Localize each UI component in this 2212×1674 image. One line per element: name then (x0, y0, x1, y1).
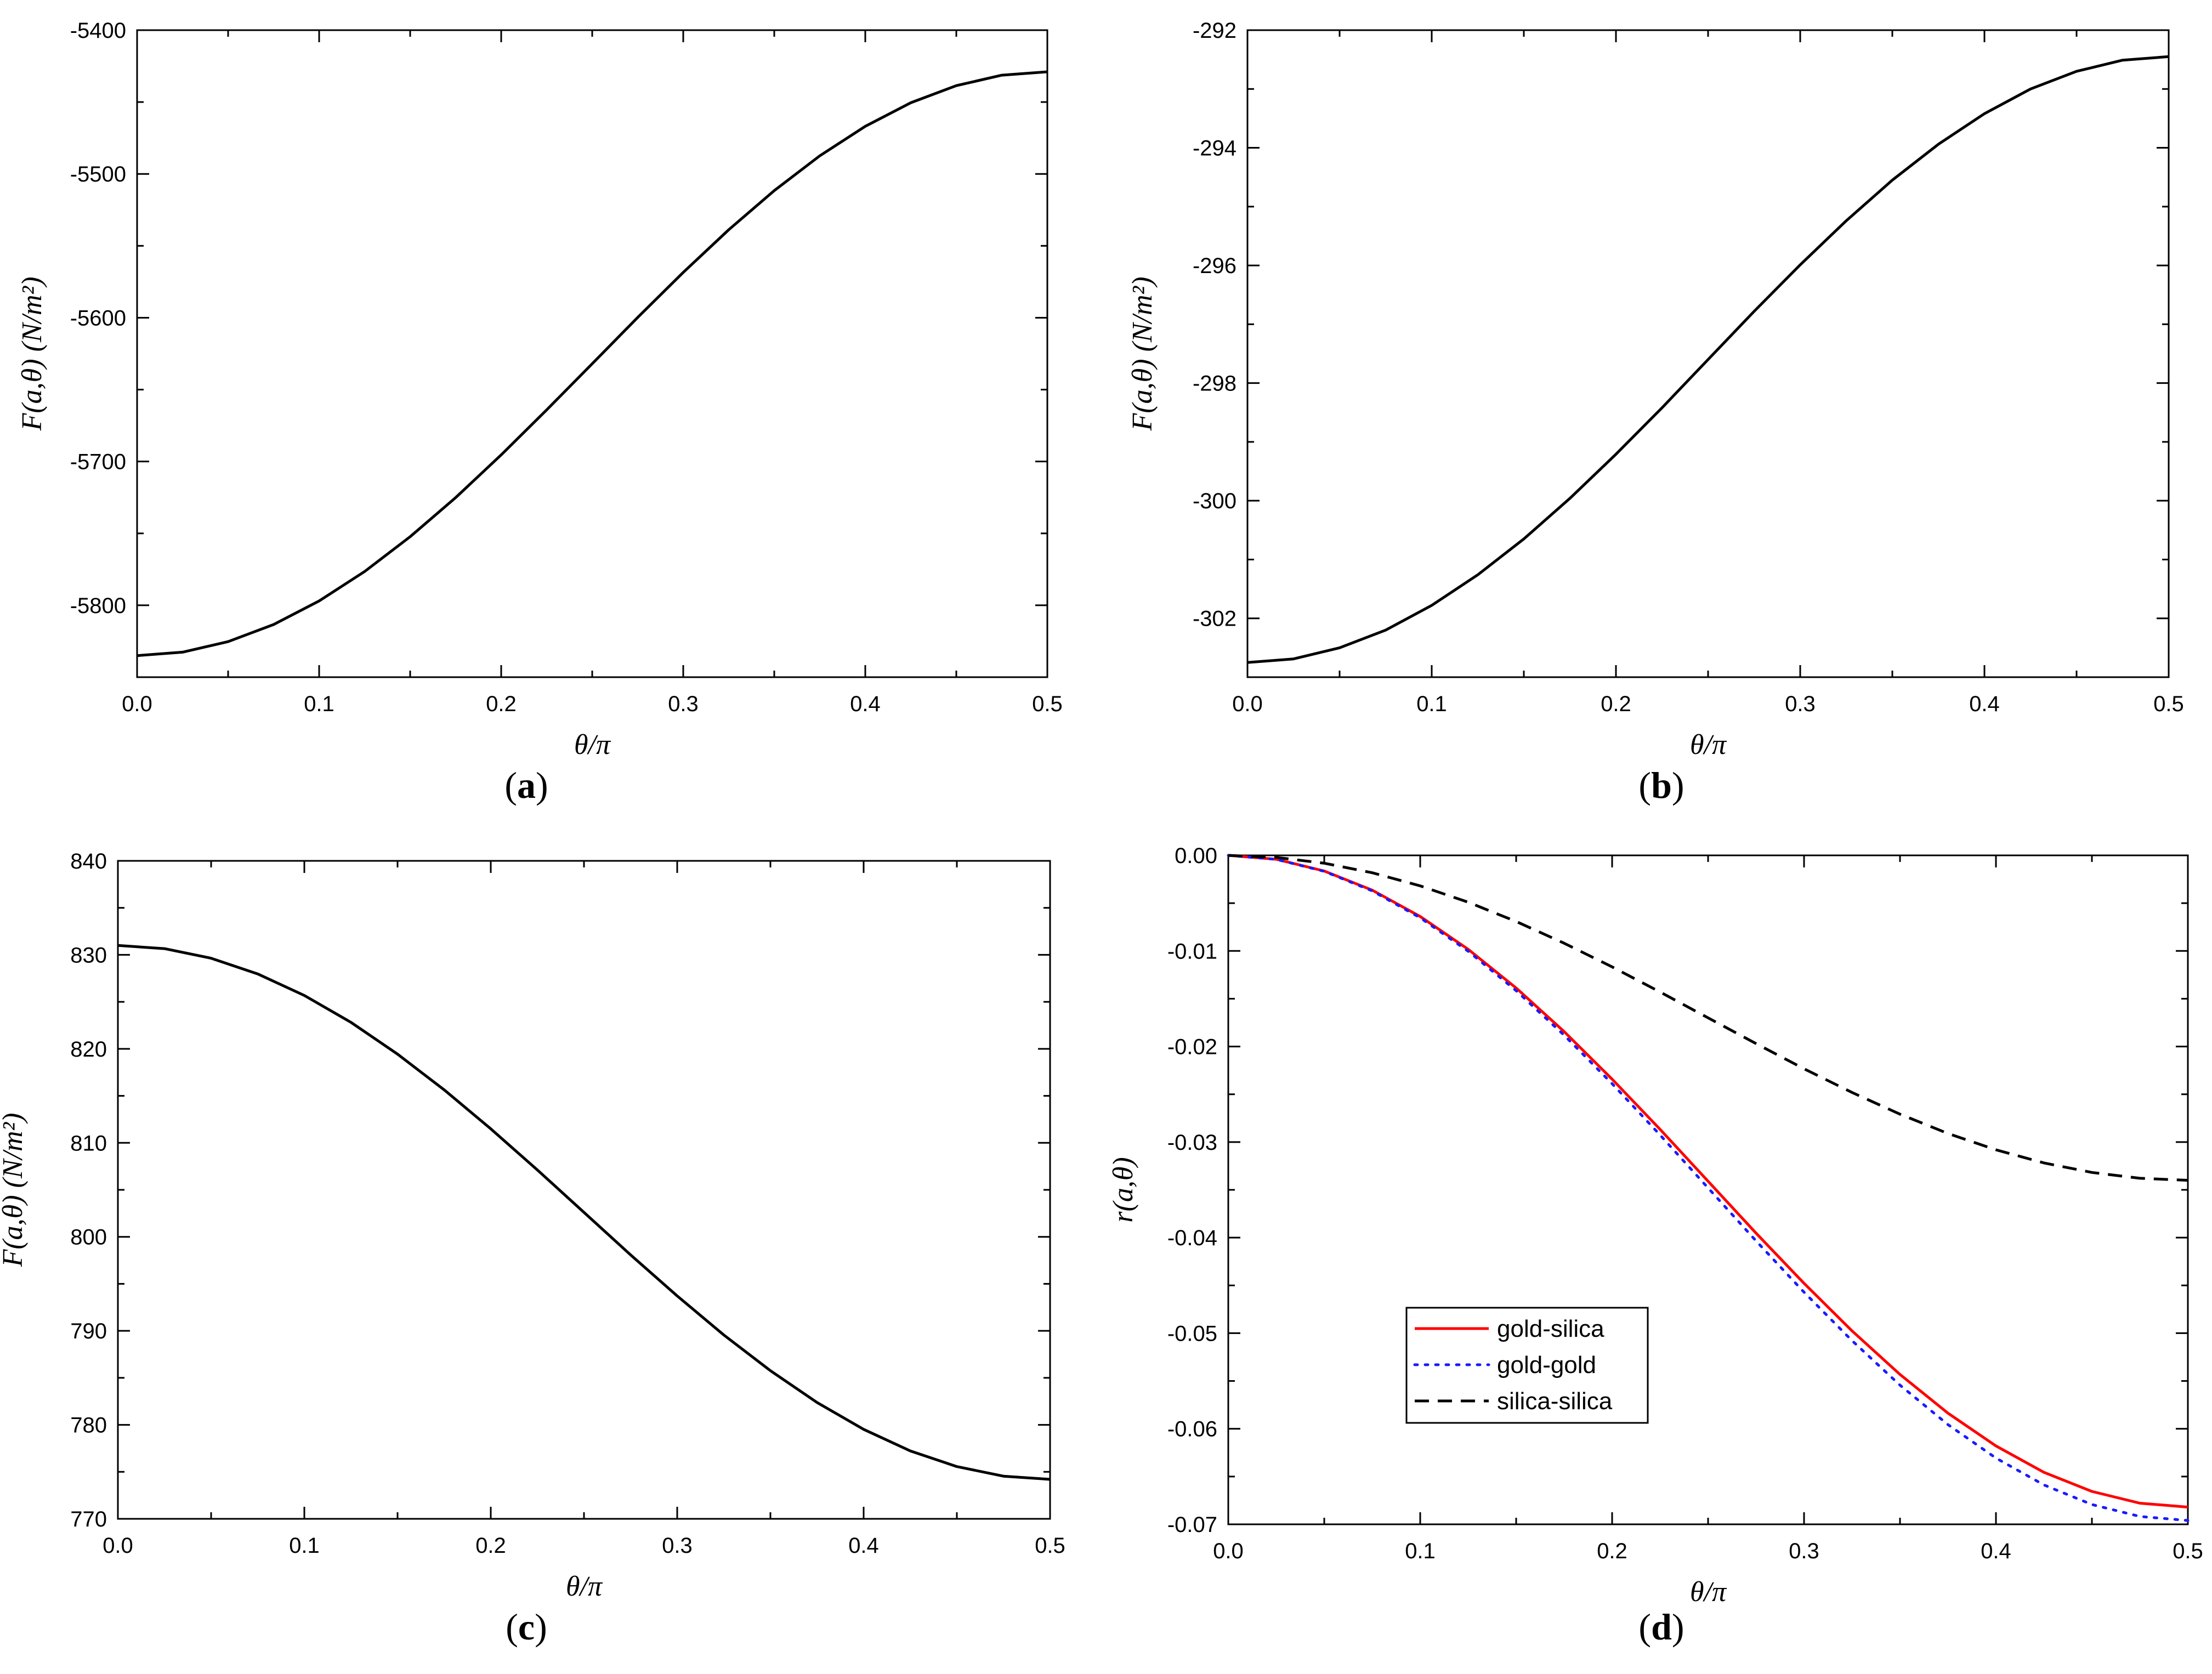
caption-letter: a (517, 764, 536, 806)
y-tick-label: -5800 (70, 594, 126, 618)
x-tick-label: 0.2 (486, 692, 517, 716)
y-tick-label: 810 (70, 1131, 107, 1155)
y-axis-title: F(a,θ) (N/m²) (1127, 277, 1158, 432)
y-tick-label: -0.07 (1167, 1513, 1217, 1537)
y-tick-label: -292 (1193, 19, 1237, 43)
legend-label: silica-silica (1497, 1388, 1613, 1415)
y-tick-label: -298 (1193, 372, 1237, 396)
y-tick-label: 830 (70, 943, 107, 967)
x-tick-label: 0.3 (668, 692, 699, 716)
chart-panel-d: 0.0 0.1 0.2 0.3 0.4 0.5 0.00 -0.01 -0.02 -0.03 -0.… (1108, 844, 2203, 1648)
y-tick-label: 840 (70, 849, 107, 873)
x-axis-title: θ/π (566, 1571, 603, 1602)
series-line-f (117, 944, 1051, 1481)
x-tick-label: 0.5 (2173, 1539, 2203, 1563)
y-tick-label: -0.03 (1167, 1131, 1217, 1155)
y-tick-label: -0.06 (1167, 1417, 1217, 1442)
series-line-f (1247, 55, 2169, 664)
legend-label: gold-gold (1497, 1352, 1596, 1378)
caption-paren: ) (536, 764, 548, 806)
x-tick-label: 0.4 (848, 1534, 879, 1558)
x-tick-label: 0.1 (304, 692, 334, 716)
x-tick-label: 0.1 (1405, 1539, 1436, 1563)
x-tick-label: 0.0 (103, 1534, 133, 1558)
y-tick-label: -300 (1193, 489, 1237, 513)
chart-panel-c: 0.0 0.1 0.2 0.3 0.4 0.5 840 830 820 810 800 790 780 7… (0, 849, 1065, 1648)
y-tick-label: -302 (1193, 607, 1237, 631)
x-tick-label: 0.0 (1213, 1539, 1244, 1563)
y-tick-label: -5500 (70, 162, 126, 186)
x-tick-label: 0.4 (1981, 1539, 2011, 1563)
y-tick-label: -5700 (70, 450, 126, 474)
x-tick-label: 0.3 (662, 1534, 693, 1558)
series-line-gold-gold (1227, 854, 2190, 1522)
x-tick-label: 0.0 (122, 692, 152, 716)
y-tick-label: 770 (70, 1507, 107, 1531)
panel-caption: (d) (1638, 1606, 1684, 1648)
x-tick-label: 0.2 (1597, 1539, 1627, 1563)
x-axis-title: θ/π (1690, 1576, 1727, 1608)
y-tick-label: 780 (70, 1414, 107, 1438)
series-line-f (137, 70, 1048, 657)
y-tick-label: 800 (70, 1225, 107, 1250)
caption-paren: ( (504, 764, 517, 806)
y-tick-label: -296 (1193, 254, 1237, 278)
y-tick-label: -0.02 (1167, 1035, 1217, 1059)
x-tick-label: 0.5 (1032, 692, 1063, 716)
caption-paren: ( (506, 1606, 518, 1648)
legend-label: gold-silica (1497, 1315, 1604, 1342)
x-tick-label: 0.5 (2153, 692, 2184, 716)
series-line-gold-silica (1228, 854, 2188, 1509)
chart-panel-b: 0.0 0.1 0.2 0.3 0.4 0.5 -292 -294 -296 -298 -300 -3… (1127, 19, 2184, 806)
x-tick-label: 0.1 (289, 1534, 320, 1558)
caption-paren: ) (535, 1606, 547, 1648)
x-tick-label: 0.5 (1035, 1534, 1065, 1558)
plot-frame (136, 29, 1048, 678)
x-axis-title: θ/π (574, 729, 611, 761)
y-tick-label: -0.04 (1167, 1226, 1217, 1250)
caption-paren: ) (1672, 764, 1684, 806)
y-tick-label: -294 (1193, 137, 1237, 161)
x-tick-label: 0.2 (1601, 692, 1631, 716)
y-tick-label: 0.00 (1175, 844, 1217, 868)
panel-caption: (a) (504, 764, 548, 806)
x-tick-label: 0.2 (475, 1534, 506, 1558)
chart-panel-a: 0.0 0.1 0.2 0.3 0.4 0.5 -5400 -5500 -5600 -5700 -5… (16, 19, 1063, 806)
y-tick-label: -5400 (70, 19, 126, 43)
x-tick-label: 0.3 (1789, 1539, 1819, 1563)
caption-letter: d (1651, 1606, 1672, 1648)
y-axis-title: F(a,θ) (N/m²) (16, 277, 48, 432)
y-axis-title: r(a,θ) (1108, 1157, 1139, 1222)
y-tick-label: -0.05 (1167, 1321, 1217, 1346)
y-tick-label: 820 (70, 1037, 107, 1062)
series-line-silica-silica (1228, 854, 2188, 1182)
x-tick-label: 0.3 (1785, 692, 1816, 716)
x-tick-label: 0.4 (1969, 692, 2000, 716)
y-tick-label: 790 (70, 1319, 107, 1343)
caption-paren: ) (1672, 1606, 1684, 1648)
x-axis-title: θ/π (1690, 729, 1727, 761)
x-tick-label: 0.4 (850, 692, 881, 716)
y-tick-label: -5600 (70, 306, 126, 330)
y-tick-label: -0.01 (1167, 939, 1217, 963)
x-tick-label: 0.1 (1416, 692, 1447, 716)
plot-frame (1227, 854, 2189, 1525)
y-axis-title: F(a,θ) (N/m²) (0, 1113, 29, 1268)
caption-letter: b (1651, 764, 1672, 806)
caption-letter: c (518, 1606, 535, 1648)
caption-paren: ( (1638, 764, 1651, 806)
plot-frame (117, 860, 1051, 1520)
caption-paren: ( (1638, 1606, 1651, 1648)
panel-caption: (b) (1638, 764, 1684, 806)
panel-caption: (c) (506, 1606, 547, 1648)
plot-frame (1246, 29, 2170, 678)
x-tick-label: 0.0 (1232, 692, 1263, 716)
